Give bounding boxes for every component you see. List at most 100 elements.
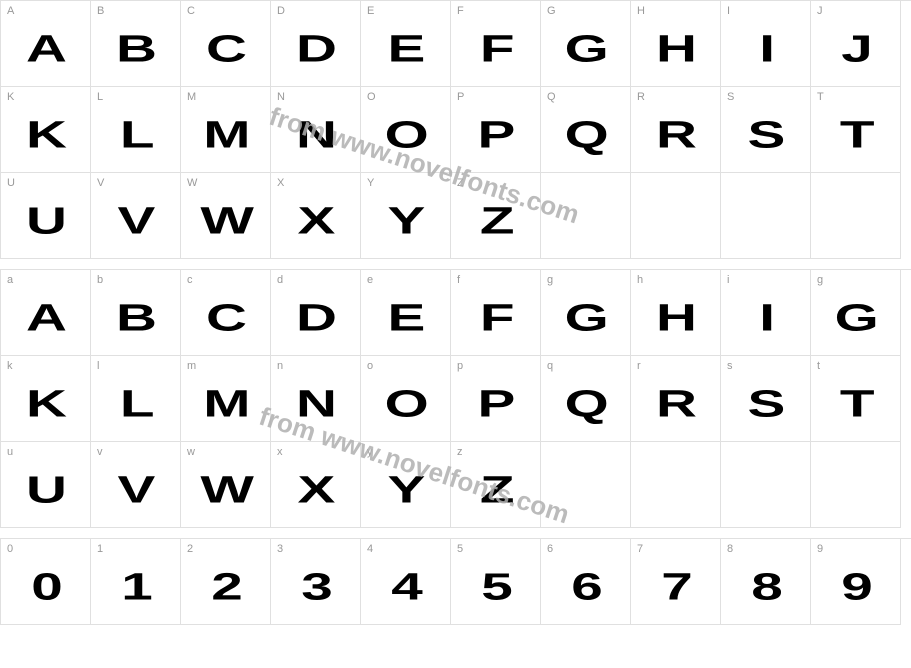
glyph-cell: sS — [721, 356, 811, 442]
glyph-cell: 00 — [1, 539, 91, 625]
glyph-cell: ZZ — [451, 173, 541, 259]
glyph-cell: KK — [1, 87, 91, 173]
glyph-cell — [631, 173, 721, 259]
cell-key-label: r — [637, 360, 641, 372]
glyph-cell: vV — [91, 442, 181, 528]
cell-key-label: w — [187, 446, 195, 458]
glyph-cell: OO — [361, 87, 451, 173]
cell-key-label: s — [727, 360, 733, 372]
glyph-cell: NN — [271, 87, 361, 173]
glyph: 4 — [391, 565, 420, 608]
glyph: U — [26, 199, 64, 242]
glyph-cell: wW — [181, 442, 271, 528]
glyph-cell: oO — [361, 356, 451, 442]
glyph-cell: gG — [811, 270, 901, 356]
cell-key-label: G — [547, 5, 556, 17]
cell-key-label: o — [367, 360, 373, 372]
glyph: J — [841, 27, 870, 70]
glyph-cell: 99 — [811, 539, 901, 625]
cell-key-label: k — [7, 360, 13, 372]
glyph: 7 — [661, 565, 690, 608]
glyph: R — [656, 113, 694, 156]
glyph: 8 — [751, 565, 780, 608]
cell-key-label: P — [457, 91, 464, 103]
section-gap — [0, 259, 911, 269]
glyph-cell: cC — [181, 270, 271, 356]
cell-key-label: g — [547, 274, 553, 286]
glyph-cell: 44 — [361, 539, 451, 625]
glyph-cell: fF — [451, 270, 541, 356]
cell-key-label: 7 — [637, 543, 643, 555]
cell-key-label: x — [277, 446, 283, 458]
glyph: U — [26, 468, 64, 511]
cell-key-label: 5 — [457, 543, 463, 555]
cell-key-label: L — [97, 91, 103, 103]
section-gap — [0, 528, 911, 538]
cell-key-label: v — [97, 446, 103, 458]
glyph-cell: DD — [271, 1, 361, 87]
glyph: X — [298, 468, 333, 511]
cell-key-label: l — [97, 360, 99, 372]
cell-key-label: A — [7, 5, 14, 17]
glyph: 6 — [571, 565, 600, 608]
glyph: F — [480, 27, 512, 70]
glyph: B — [116, 296, 154, 339]
glyph-cell: TT — [811, 87, 901, 173]
glyph-cell: YY — [361, 173, 451, 259]
cell-key-label: 2 — [187, 543, 193, 555]
glyph: C — [206, 27, 244, 70]
glyph-cell: yY — [361, 442, 451, 528]
cell-key-label: 1 — [97, 543, 103, 555]
cell-key-label: O — [367, 91, 376, 103]
cell-key-label: U — [7, 177, 15, 189]
glyph-cell: GG — [541, 1, 631, 87]
glyph-cell: JJ — [811, 1, 901, 87]
glyph-cell: bB — [91, 270, 181, 356]
cell-key-label: V — [97, 177, 104, 189]
digits-grid: 00112233445566778899 — [0, 538, 911, 625]
glyph-cell: iI — [721, 270, 811, 356]
glyph: M — [203, 113, 248, 156]
glyph-cell — [811, 442, 901, 528]
glyph-cell: qQ — [541, 356, 631, 442]
cell-key-label: m — [187, 360, 196, 372]
cell-key-label: D — [277, 5, 285, 17]
glyph-cell: II — [721, 1, 811, 87]
cell-key-label: i — [727, 274, 729, 286]
glyph: I — [759, 296, 772, 339]
cell-key-label: f — [457, 274, 460, 286]
glyph-cell: UU — [1, 173, 91, 259]
glyph-cell — [631, 442, 721, 528]
glyph-cell: 11 — [91, 539, 181, 625]
glyph-cell: 22 — [181, 539, 271, 625]
glyph: L — [120, 382, 152, 425]
cell-key-label: Q — [547, 91, 556, 103]
glyph: N — [296, 382, 334, 425]
cell-key-label: b — [97, 274, 103, 286]
glyph-cell: 55 — [451, 539, 541, 625]
glyph-cell — [541, 442, 631, 528]
cell-key-label: B — [97, 5, 104, 17]
glyph-cell: LL — [91, 87, 181, 173]
cell-key-label: X — [277, 177, 284, 189]
glyph-cell — [721, 442, 811, 528]
cell-key-label: M — [187, 91, 196, 103]
cell-key-label: 0 — [7, 543, 13, 555]
glyph-cell: nN — [271, 356, 361, 442]
cell-key-label: N — [277, 91, 285, 103]
glyph: K — [26, 382, 64, 425]
cell-key-label: c — [187, 274, 193, 286]
cell-key-label: S — [727, 91, 734, 103]
glyph-cell: QQ — [541, 87, 631, 173]
glyph: X — [298, 199, 333, 242]
cell-key-label: C — [187, 5, 195, 17]
glyph: Y — [388, 468, 423, 511]
glyph: V — [118, 468, 153, 511]
cell-key-label: 6 — [547, 543, 553, 555]
glyph-cell: XX — [271, 173, 361, 259]
glyph: F — [480, 296, 512, 339]
glyph-cell: CC — [181, 1, 271, 87]
glyph-cell: dD — [271, 270, 361, 356]
glyph-cell: aA — [1, 270, 91, 356]
glyph-cell: SS — [721, 87, 811, 173]
